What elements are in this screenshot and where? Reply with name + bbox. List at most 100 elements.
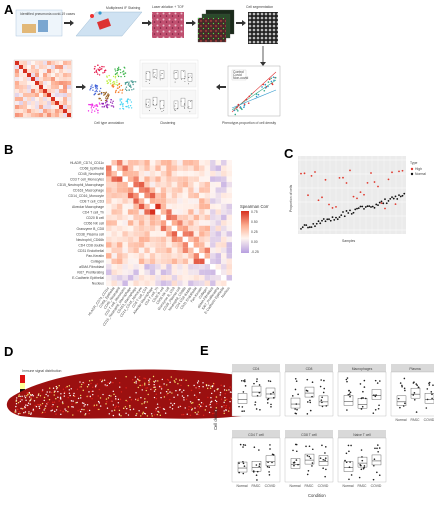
mini-heat-cell <box>63 113 67 117</box>
facet-point <box>306 390 309 392</box>
mini-heat-cell <box>63 81 67 85</box>
mini-heat-cell <box>47 77 51 81</box>
tsne-point <box>126 106 128 108</box>
tsne-point <box>112 80 115 83</box>
facet-point <box>323 387 326 390</box>
heatmap-cell <box>144 176 150 182</box>
mini-heat-cell <box>47 81 51 85</box>
facet-strip <box>338 430 386 438</box>
heatmap-cell <box>177 231 183 237</box>
mini-heat-cell <box>51 113 55 117</box>
heatmap-cell <box>171 203 178 210</box>
heatmap-cell <box>226 209 232 215</box>
heatmap-cell <box>155 203 161 210</box>
c-point-normal <box>333 219 336 221</box>
facet-point <box>412 394 415 396</box>
heatmap-cell <box>133 242 139 248</box>
tissue-cell <box>202 382 204 384</box>
tissue-cell <box>24 395 26 397</box>
facet-point <box>267 397 270 400</box>
heatmap-row-label: CD14_CD16_Monocyte <box>68 194 104 198</box>
tissue-cell <box>193 384 195 387</box>
tsne-point <box>96 105 99 108</box>
facet-point <box>324 452 326 454</box>
heatmap-cell <box>111 181 117 188</box>
heatmap-cell <box>160 253 167 259</box>
tsne-point <box>120 101 123 103</box>
mini-heat-cell <box>43 73 47 77</box>
tsne-point <box>93 94 95 96</box>
tissue-cell <box>83 405 85 407</box>
heatmap-cell <box>133 160 139 166</box>
tissue-cell <box>94 386 97 388</box>
heatmap-cell <box>177 181 183 188</box>
facet-point <box>297 463 299 466</box>
tissue-cell <box>41 412 43 415</box>
tissue-cell <box>26 392 28 394</box>
tissue-cell <box>184 407 186 409</box>
tissue-cell <box>145 389 147 392</box>
tissue-cell <box>82 389 84 392</box>
mini-heat-cell <box>51 109 55 113</box>
heatmap-cell <box>204 231 211 237</box>
heatmap-cell <box>177 264 183 270</box>
tsne-point <box>123 73 125 76</box>
tsne-point <box>114 75 117 78</box>
heatmap-cell <box>149 236 156 243</box>
heatmap-cell <box>199 160 205 166</box>
heatmap-cell <box>155 160 161 166</box>
tissue-cell <box>145 406 147 409</box>
tissue-cell <box>47 395 49 397</box>
tissue-cell <box>71 406 73 408</box>
tissue-cell <box>181 391 183 393</box>
heatmap-cell <box>226 165 232 171</box>
heatmap-cell <box>122 231 128 237</box>
c-point-high <box>401 169 404 172</box>
heatmap-cell <box>111 258 117 265</box>
tissue-cell <box>29 399 32 401</box>
facet-box <box>304 386 315 398</box>
mini-heat-cell <box>23 73 27 77</box>
tissue-cell <box>194 407 196 409</box>
heatmap-cell <box>177 187 183 193</box>
mini-heat-cell <box>39 81 43 85</box>
mini-box <box>173 70 179 79</box>
heatmap-cell <box>210 192 216 199</box>
heatmap-cell <box>204 176 211 182</box>
heatmap-cell <box>171 242 178 248</box>
heatmap-cell <box>111 176 117 182</box>
tissue-cell <box>211 400 213 403</box>
heatmap-cell <box>160 214 167 221</box>
tsne-point <box>97 112 99 114</box>
facet-point <box>268 466 271 468</box>
tissue-cell <box>223 404 225 407</box>
tissue-cell <box>166 378 169 381</box>
heatmap-cell <box>226 253 232 259</box>
facet-point <box>364 397 367 400</box>
tissue-cell <box>21 408 24 410</box>
heatmap-cell <box>133 203 139 210</box>
tsne-point <box>90 107 93 109</box>
tissue-cell <box>161 378 164 381</box>
tsne-point <box>99 103 101 105</box>
heatmap-cell <box>188 192 194 199</box>
heatmap-cell <box>106 258 112 265</box>
tissue-cell <box>138 376 141 378</box>
facet-title: CD4 T cell <box>248 433 264 437</box>
c-point-high <box>370 172 372 174</box>
tsne-point <box>98 93 101 95</box>
facet-point <box>347 394 350 396</box>
heatmap-cell <box>193 242 200 248</box>
mini-heat-cell <box>27 97 31 101</box>
tissue-cell <box>138 410 140 412</box>
c-point-normal <box>384 198 386 201</box>
facet-point <box>256 470 259 473</box>
mini-heat-cell <box>63 69 67 73</box>
tissue-cell <box>59 409 62 412</box>
facet-point <box>360 408 363 410</box>
workflow-tsne <box>87 60 137 118</box>
tsne-point <box>120 98 123 100</box>
mini-heat-cell <box>27 77 31 81</box>
heatmap-cell <box>226 176 232 182</box>
heatmap-row-label: CD163_Macrophage <box>73 189 104 193</box>
